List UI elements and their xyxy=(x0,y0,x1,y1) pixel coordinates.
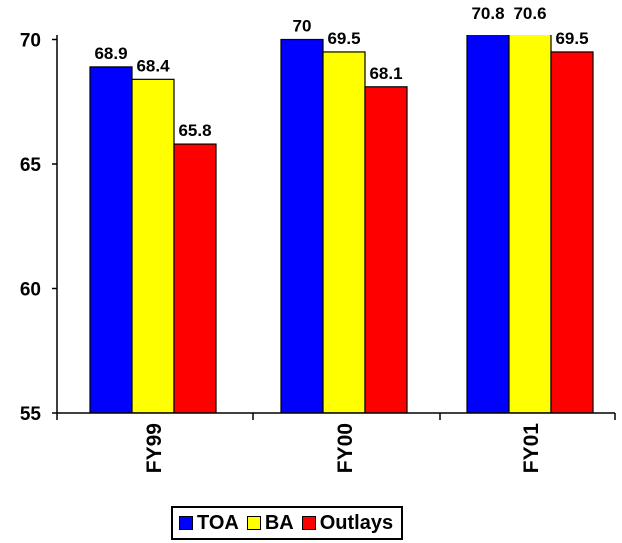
legend-label-toa: TOA xyxy=(197,512,239,534)
y-tick-label-55: 55 xyxy=(20,404,42,425)
legend-item-outlays: Outlays xyxy=(301,512,394,534)
data-label-outlays-fy01: 69.5 xyxy=(555,29,588,48)
data-label-ba-fy00: 69.5 xyxy=(327,29,360,48)
bar-outlays-fy99 xyxy=(173,143,217,413)
legend-item-toa: TOA xyxy=(179,513,239,533)
legend-swatch-ba xyxy=(246,516,261,530)
bar-outlays-fy01 xyxy=(550,51,594,413)
legend-swatch-toa xyxy=(179,516,193,530)
legend-label-ba: BA xyxy=(264,512,294,534)
plot-area: 55 60 65 70 FY99 FY00 FY01 68.9 70 70.8 68.4 69.5 70… xyxy=(20,4,616,474)
data-label-toa-fy99: 68.9 xyxy=(94,44,127,63)
bar-toa-fy99 xyxy=(89,66,133,413)
category-label-fy01: FY01 xyxy=(520,423,543,474)
legend-item-ba: BA xyxy=(246,512,294,534)
bar-ba-fy99 xyxy=(131,78,175,413)
data-label-ba-fy01: 70.6 xyxy=(513,4,546,23)
bar-ba-fy01 xyxy=(508,35,552,413)
y-tick-label-60: 60 xyxy=(20,280,41,301)
category-label-fy00: FY00 xyxy=(334,423,357,473)
bar-toa-fy01 xyxy=(466,35,510,413)
bars-group xyxy=(89,35,594,413)
bar-toa-fy00 xyxy=(280,38,324,413)
data-label-outlays-fy00: 68.1 xyxy=(369,64,402,83)
bar-ba-fy00 xyxy=(322,51,366,413)
bar-outlays-fy00 xyxy=(364,86,408,413)
y-tick-label-70: 70 xyxy=(20,31,41,52)
y-tick-label-65: 65 xyxy=(20,155,42,176)
data-label-ba-fy99: 68.4 xyxy=(136,56,170,75)
data-label-toa-fy01: 70.8 xyxy=(471,4,504,23)
data-label-outlays-fy99: 65.8 xyxy=(178,121,211,140)
category-label-fy99: FY99 xyxy=(143,423,166,473)
legend: TOA BA Outlays xyxy=(171,506,404,540)
legend-swatch-outlays xyxy=(301,516,316,530)
legend-label-outlays: Outlays xyxy=(319,512,394,534)
data-label-toa-fy00: 70 xyxy=(293,17,312,36)
